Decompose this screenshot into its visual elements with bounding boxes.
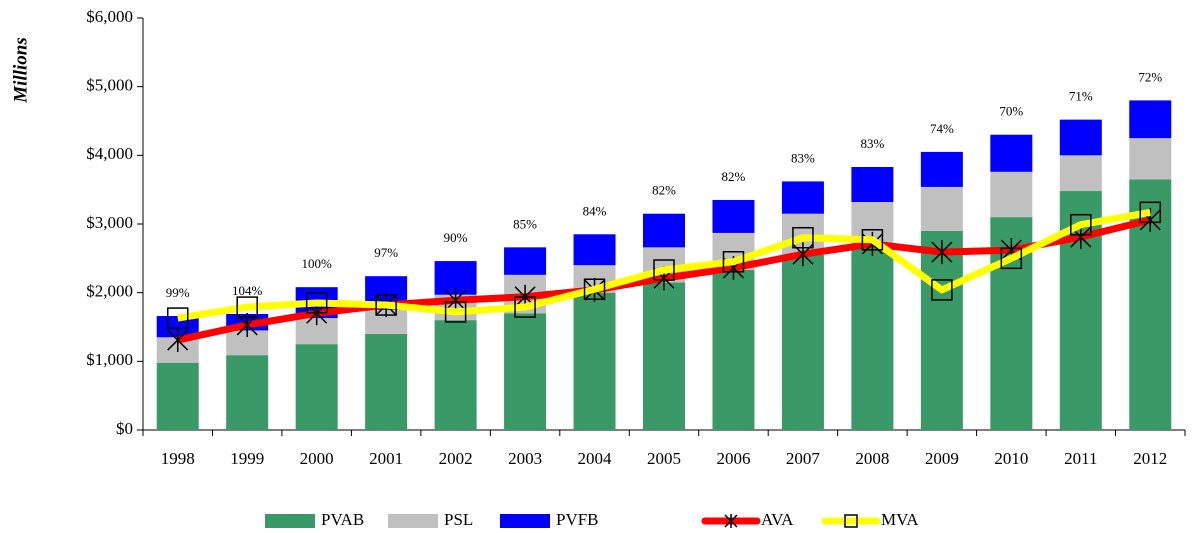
bar-segment xyxy=(504,247,547,275)
data-label: 72% xyxy=(1138,69,1162,84)
data-label: 85% xyxy=(513,216,537,231)
data-label: 74% xyxy=(930,121,954,136)
x-tick-label: 2005 xyxy=(647,449,681,468)
bar-segment xyxy=(851,244,894,430)
y-axis-label: Millions xyxy=(10,37,31,103)
bar-segment xyxy=(990,171,1033,218)
x-tick-label: 1998 xyxy=(161,449,195,468)
data-label: 70% xyxy=(999,104,1023,119)
data-label: 83% xyxy=(791,150,815,165)
bar-segment xyxy=(643,213,685,248)
bar-segment xyxy=(1129,138,1172,180)
bar-segment xyxy=(573,234,616,266)
data-label: 104% xyxy=(232,283,263,298)
bar-segment xyxy=(295,344,338,430)
marker xyxy=(236,296,258,318)
bar-segment xyxy=(434,320,477,430)
x-tick-label: 2011 xyxy=(1064,449,1097,468)
bar-segment xyxy=(1059,119,1102,156)
legend-swatch xyxy=(265,514,315,528)
marker xyxy=(514,296,536,318)
y-tick-label: $3,000 xyxy=(86,213,133,232)
y-tick-label: $5,000 xyxy=(86,76,133,95)
data-label: 83% xyxy=(860,136,884,151)
bar-segment xyxy=(573,292,616,430)
x-tick-label: 2008 xyxy=(855,449,889,468)
marker xyxy=(861,229,884,251)
x-tick-label: 2000 xyxy=(300,449,334,468)
marker xyxy=(1139,201,1162,224)
bar-segment xyxy=(1059,155,1102,192)
x-tick-label: 2003 xyxy=(508,449,542,468)
bar-segment xyxy=(920,186,963,231)
bar-segment xyxy=(1129,100,1172,139)
data-label: 99% xyxy=(166,285,190,300)
marker xyxy=(792,226,814,249)
marker xyxy=(722,251,745,273)
legend-marker xyxy=(724,514,738,528)
marker xyxy=(167,328,189,353)
legend-label: PSL xyxy=(444,510,473,529)
bar-segment xyxy=(781,254,824,430)
bar-segment xyxy=(504,313,547,430)
bar-segment xyxy=(990,134,1033,172)
x-tick-label: 2007 xyxy=(786,449,821,468)
legend-label: PVAB xyxy=(321,510,364,529)
data-label: 90% xyxy=(444,230,468,245)
x-tick-label: 2001 xyxy=(369,449,403,468)
y-tick-label: $0 xyxy=(116,419,133,438)
x-tick-label: 2004 xyxy=(578,449,613,468)
marker xyxy=(931,279,953,301)
line xyxy=(177,208,1151,322)
x-tick-label: 2002 xyxy=(439,449,473,468)
marker xyxy=(1070,213,1092,236)
legend-marker xyxy=(844,514,858,528)
legend-label: PVFB xyxy=(556,510,599,529)
x-tick-label: 2006 xyxy=(716,449,750,468)
data-label: 84% xyxy=(583,203,607,218)
data-label: 82% xyxy=(722,169,746,184)
legend-label: MVA xyxy=(881,510,919,529)
x-tick-label: 2009 xyxy=(925,449,959,468)
bar-segment xyxy=(712,199,755,233)
bar-segment xyxy=(851,167,894,203)
marker xyxy=(375,294,397,316)
marker xyxy=(583,278,606,300)
data-label: 100% xyxy=(301,256,332,271)
y-tick-label: $2,000 xyxy=(86,282,133,301)
bar-segment xyxy=(365,333,408,430)
marker xyxy=(653,259,675,281)
data-label: 97% xyxy=(374,245,398,260)
bar-segment xyxy=(920,151,963,187)
x-tick-label: 2012 xyxy=(1133,449,1167,468)
legend-swatch xyxy=(500,514,550,528)
x-tick-label: 1999 xyxy=(230,449,264,468)
bar-segment xyxy=(712,270,755,430)
marker xyxy=(444,301,467,323)
marker xyxy=(166,307,189,329)
marker xyxy=(305,292,328,314)
data-label: 71% xyxy=(1069,89,1093,104)
y-tick-label: $4,000 xyxy=(86,144,133,163)
data-label: 82% xyxy=(652,183,676,198)
y-tick-label: $1,000 xyxy=(86,350,133,369)
bar-segment xyxy=(643,282,685,430)
legend-label: AVA xyxy=(761,510,794,529)
bar-segment xyxy=(156,362,199,430)
marker xyxy=(1000,247,1023,270)
legend-swatch xyxy=(388,514,438,528)
x-tick-label: 2010 xyxy=(994,449,1028,468)
y-tick-label: $6,000 xyxy=(86,7,133,26)
marker xyxy=(445,288,467,313)
marker xyxy=(931,240,953,265)
bar-segment xyxy=(226,355,269,430)
bar-segment xyxy=(781,181,824,214)
